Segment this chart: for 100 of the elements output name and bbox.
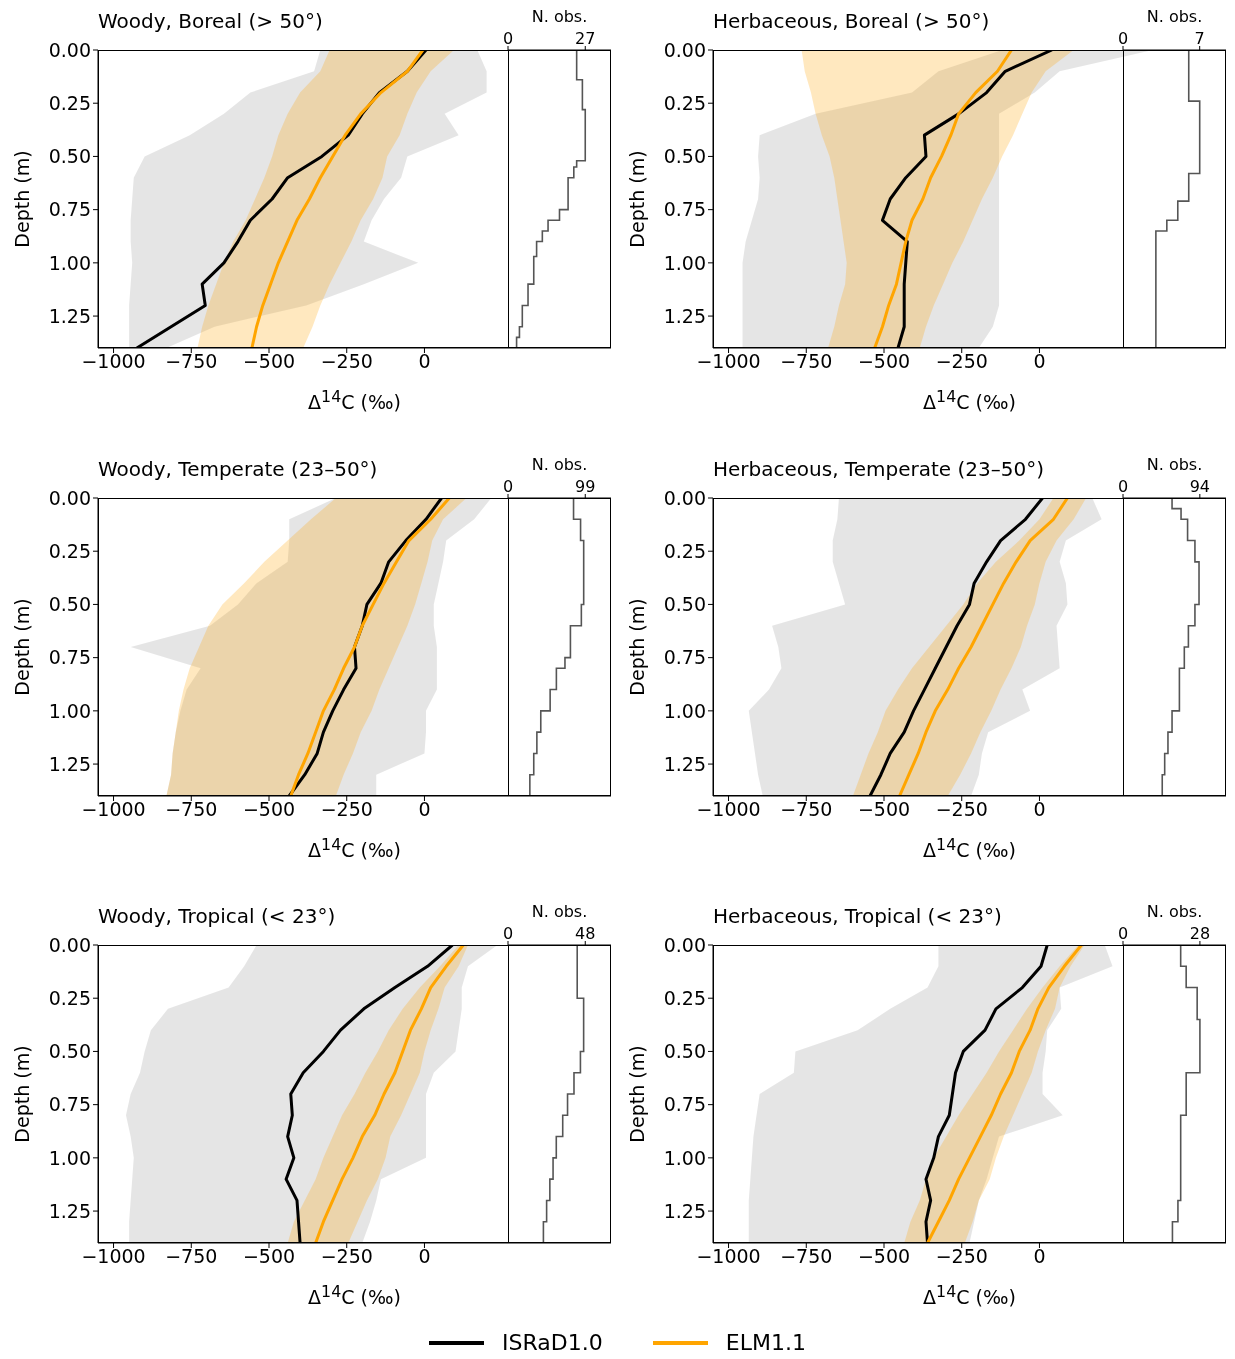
y-tick-label: 0.25 [48, 91, 91, 114]
y-tick-label: 0.50 [663, 1040, 706, 1063]
x-tick-label: 0 [1117, 924, 1129, 943]
y-axis-title: Depth (m) [625, 149, 649, 250]
x-tick-label: 28 [1189, 924, 1211, 943]
x-axis-title: Δ$^{14}$C (‰) [307, 386, 402, 416]
x-tick-label: −750 [165, 350, 218, 373]
y-tick-label: 0.50 [48, 1040, 91, 1063]
y-tick-label: 0.75 [663, 1093, 706, 1116]
y-tick-label: 1.25 [663, 304, 706, 327]
y-tick-label: 1.25 [48, 1199, 91, 1222]
x-tick-label: −250 [320, 798, 373, 821]
y-tick-label: 0.50 [663, 145, 706, 168]
x-tick-label: −1000 [81, 798, 146, 821]
x-tick-label: −500 [242, 798, 296, 821]
x-tick-label: 48 [575, 924, 596, 943]
y-axis-title: Depth (m) [10, 149, 34, 250]
y-tick-label: 1.25 [663, 752, 706, 775]
y-tick-label: 0.75 [663, 198, 706, 221]
x-tick-label: 0 [418, 350, 431, 373]
y-tick-label: 1.00 [48, 699, 91, 722]
x-tick-label: −1000 [696, 1245, 761, 1268]
chart-title: N. obs. [530, 901, 589, 923]
chart-title: N. obs. [1145, 901, 1204, 923]
x-tick-label: 7 [1194, 29, 1205, 48]
x-tick-label: 0 [502, 29, 514, 48]
y-tick-label: 0.50 [663, 593, 706, 616]
y-tick-label: 0.25 [48, 539, 91, 562]
y-tick-label: 0.00 [48, 933, 91, 956]
y-tick-label: 1.25 [663, 1199, 706, 1222]
x-tick-label: 0 [502, 477, 514, 496]
y-tick-label: 1.00 [663, 251, 706, 274]
x-tick-label: −1000 [81, 1245, 146, 1268]
y-tick-label: 1.25 [48, 752, 91, 775]
x-tick-label: −1000 [696, 350, 761, 373]
x-tick-label: 0 [1033, 350, 1046, 373]
chart-title: N. obs. [1145, 6, 1204, 28]
chart-title: Herbaceous, Temperate (23–50°) [713, 456, 1044, 482]
x-tick-label: −250 [935, 1245, 988, 1268]
x-tick-label: −1000 [81, 350, 146, 373]
x-tick-label: 0 [418, 1245, 431, 1268]
x-tick-label: 0 [1033, 1245, 1046, 1268]
legend-label: ELM1.1 [725, 1329, 806, 1357]
x-tick-label: −750 [165, 1245, 218, 1268]
y-tick-label: 1.00 [48, 251, 91, 274]
y-tick-label: 1.00 [663, 1146, 706, 1169]
y-tick-label: 0.75 [48, 198, 91, 221]
y-tick-label: 0.00 [663, 933, 706, 956]
y-tick-label: 1.00 [663, 699, 706, 722]
chart-title: Woody, Temperate (23–50°) [98, 456, 378, 482]
x-tick-label: −500 [242, 1245, 296, 1268]
x-tick-label: −1000 [696, 798, 761, 821]
x-tick-label: 0 [1117, 29, 1129, 48]
y-tick-label: 0.75 [663, 646, 706, 669]
x-tick-label: −250 [320, 1245, 373, 1268]
y-tick-label: 0.25 [663, 91, 706, 114]
chart-title: Woody, Tropical (< 23°) [98, 903, 336, 929]
y-tick-label: 0.00 [48, 486, 91, 509]
x-tick-label: 0 [1033, 798, 1046, 821]
y-tick-label: 1.25 [48, 304, 91, 327]
y-tick-label: 0.75 [48, 1093, 91, 1116]
y-tick-label: 1.00 [48, 1146, 91, 1169]
chart-title: N. obs. [1145, 454, 1204, 476]
y-tick-label: 0.00 [663, 486, 706, 509]
y-axis-title: Depth (m) [625, 597, 649, 698]
y-tick-label: 0.50 [48, 145, 91, 168]
chart-title: N. obs. [530, 454, 589, 476]
x-tick-label: −500 [857, 350, 911, 373]
x-tick-label: −750 [780, 798, 833, 821]
x-axis-title: Δ$^{14}$C (‰) [922, 386, 1017, 416]
x-tick-label: 0 [1117, 477, 1129, 496]
x-tick-label: 0 [502, 924, 514, 943]
x-tick-label: −500 [242, 350, 296, 373]
y-axis-title: Depth (m) [10, 1044, 34, 1145]
x-tick-label: 99 [575, 477, 596, 496]
y-tick-label: 0.25 [663, 539, 706, 562]
y-axis-title: Depth (m) [625, 1044, 649, 1145]
y-tick-label: 0.50 [48, 593, 91, 616]
x-tick-label: −750 [165, 798, 218, 821]
x-tick-label: 0 [418, 798, 431, 821]
x-tick-label: −500 [857, 798, 911, 821]
x-tick-label: 27 [575, 29, 596, 48]
x-tick-label: −750 [780, 350, 833, 373]
chart-title: Herbaceous, Boreal (> 50°) [713, 8, 990, 34]
x-axis-title: Δ$^{14}$C (‰) [922, 834, 1017, 864]
y-tick-label: 0.00 [663, 38, 706, 61]
y-tick-label: 0.25 [663, 986, 706, 1009]
y-tick-label: 0.25 [48, 986, 91, 1009]
x-tick-label: −750 [780, 1245, 833, 1268]
y-axis-title: Depth (m) [10, 597, 34, 698]
x-tick-label: 94 [1189, 477, 1211, 496]
x-tick-label: −250 [935, 798, 988, 821]
y-tick-label: 0.00 [48, 38, 91, 61]
x-tick-label: −250 [935, 350, 988, 373]
chart-title: Woody, Boreal (> 50°) [98, 8, 323, 34]
y-tick-label: 0.75 [48, 646, 91, 669]
x-axis-title: Δ$^{14}$C (‰) [307, 834, 402, 864]
chart-title: N. obs. [530, 6, 589, 28]
chart-title: Herbaceous, Tropical (< 23°) [713, 903, 1002, 929]
legend-label: ISRaD1.0 [502, 1329, 603, 1357]
